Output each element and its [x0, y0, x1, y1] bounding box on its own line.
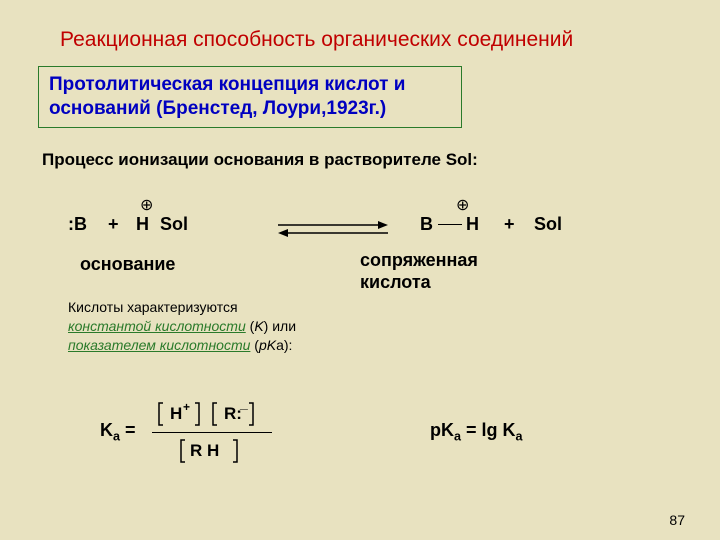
paren2b: ): — [284, 337, 293, 353]
subtitle-text: Протолитическая концепция кислот и основ… — [49, 73, 451, 121]
product-B: B — [420, 214, 433, 235]
slide-title: Реакционная способность органических сое… — [60, 28, 573, 52]
reactant-B: :B — [68, 214, 87, 235]
plus-left: + — [108, 214, 119, 235]
base-label: основание — [80, 254, 175, 275]
symbol-K: K — [254, 318, 263, 334]
conjugate-label-1: сопряженная — [360, 250, 478, 271]
formula-area: Ka = H + R: _ R H pKa = lg Ka — [100, 398, 620, 478]
product-H: H — [466, 214, 479, 235]
term-pokazatel: показателем кислотности — [68, 337, 250, 353]
reaction-scheme: :B + ⊕ H Sol ⊕ B H + Sol основание сопря… — [68, 192, 628, 272]
acid-description: Кислоты характеризуются константой кисло… — [68, 298, 368, 355]
pKa-formula: pKa = lg Ka — [430, 420, 523, 444]
plus-right: + — [504, 214, 515, 235]
acid-line1: Кислоты характеризуются — [68, 299, 238, 315]
product-sol: Sol — [534, 214, 562, 235]
charge-plus-icon-2: ⊕ — [456, 195, 469, 215]
paren1b: ) или — [264, 318, 296, 334]
charge-plus-icon: ⊕ — [140, 195, 153, 215]
equilibrium-arrows-icon — [278, 217, 388, 241]
process-text: Процесс ионизации основания в растворите… — [42, 150, 478, 170]
numerator-H: H + — [158, 401, 200, 427]
denominator: R H — [180, 438, 238, 464]
page-number: 87 — [669, 512, 685, 528]
subtitle-box: Протолитическая концепция кислот и основ… — [38, 66, 462, 128]
reactant-H: H — [136, 214, 149, 235]
reactant-sol: Sol — [160, 214, 188, 235]
numerator-R: R: _ — [212, 401, 254, 427]
symbol-a: a — [276, 337, 284, 353]
term-konstanta: константой кислотности — [68, 318, 246, 334]
symbol-pK: pK — [259, 337, 276, 353]
Ka-symbol: Ka = — [100, 420, 136, 444]
conjugate-label-2: кислота — [360, 272, 431, 293]
fraction-line — [152, 432, 272, 433]
bond-line — [438, 224, 462, 225]
paren2a: ( — [250, 337, 259, 353]
